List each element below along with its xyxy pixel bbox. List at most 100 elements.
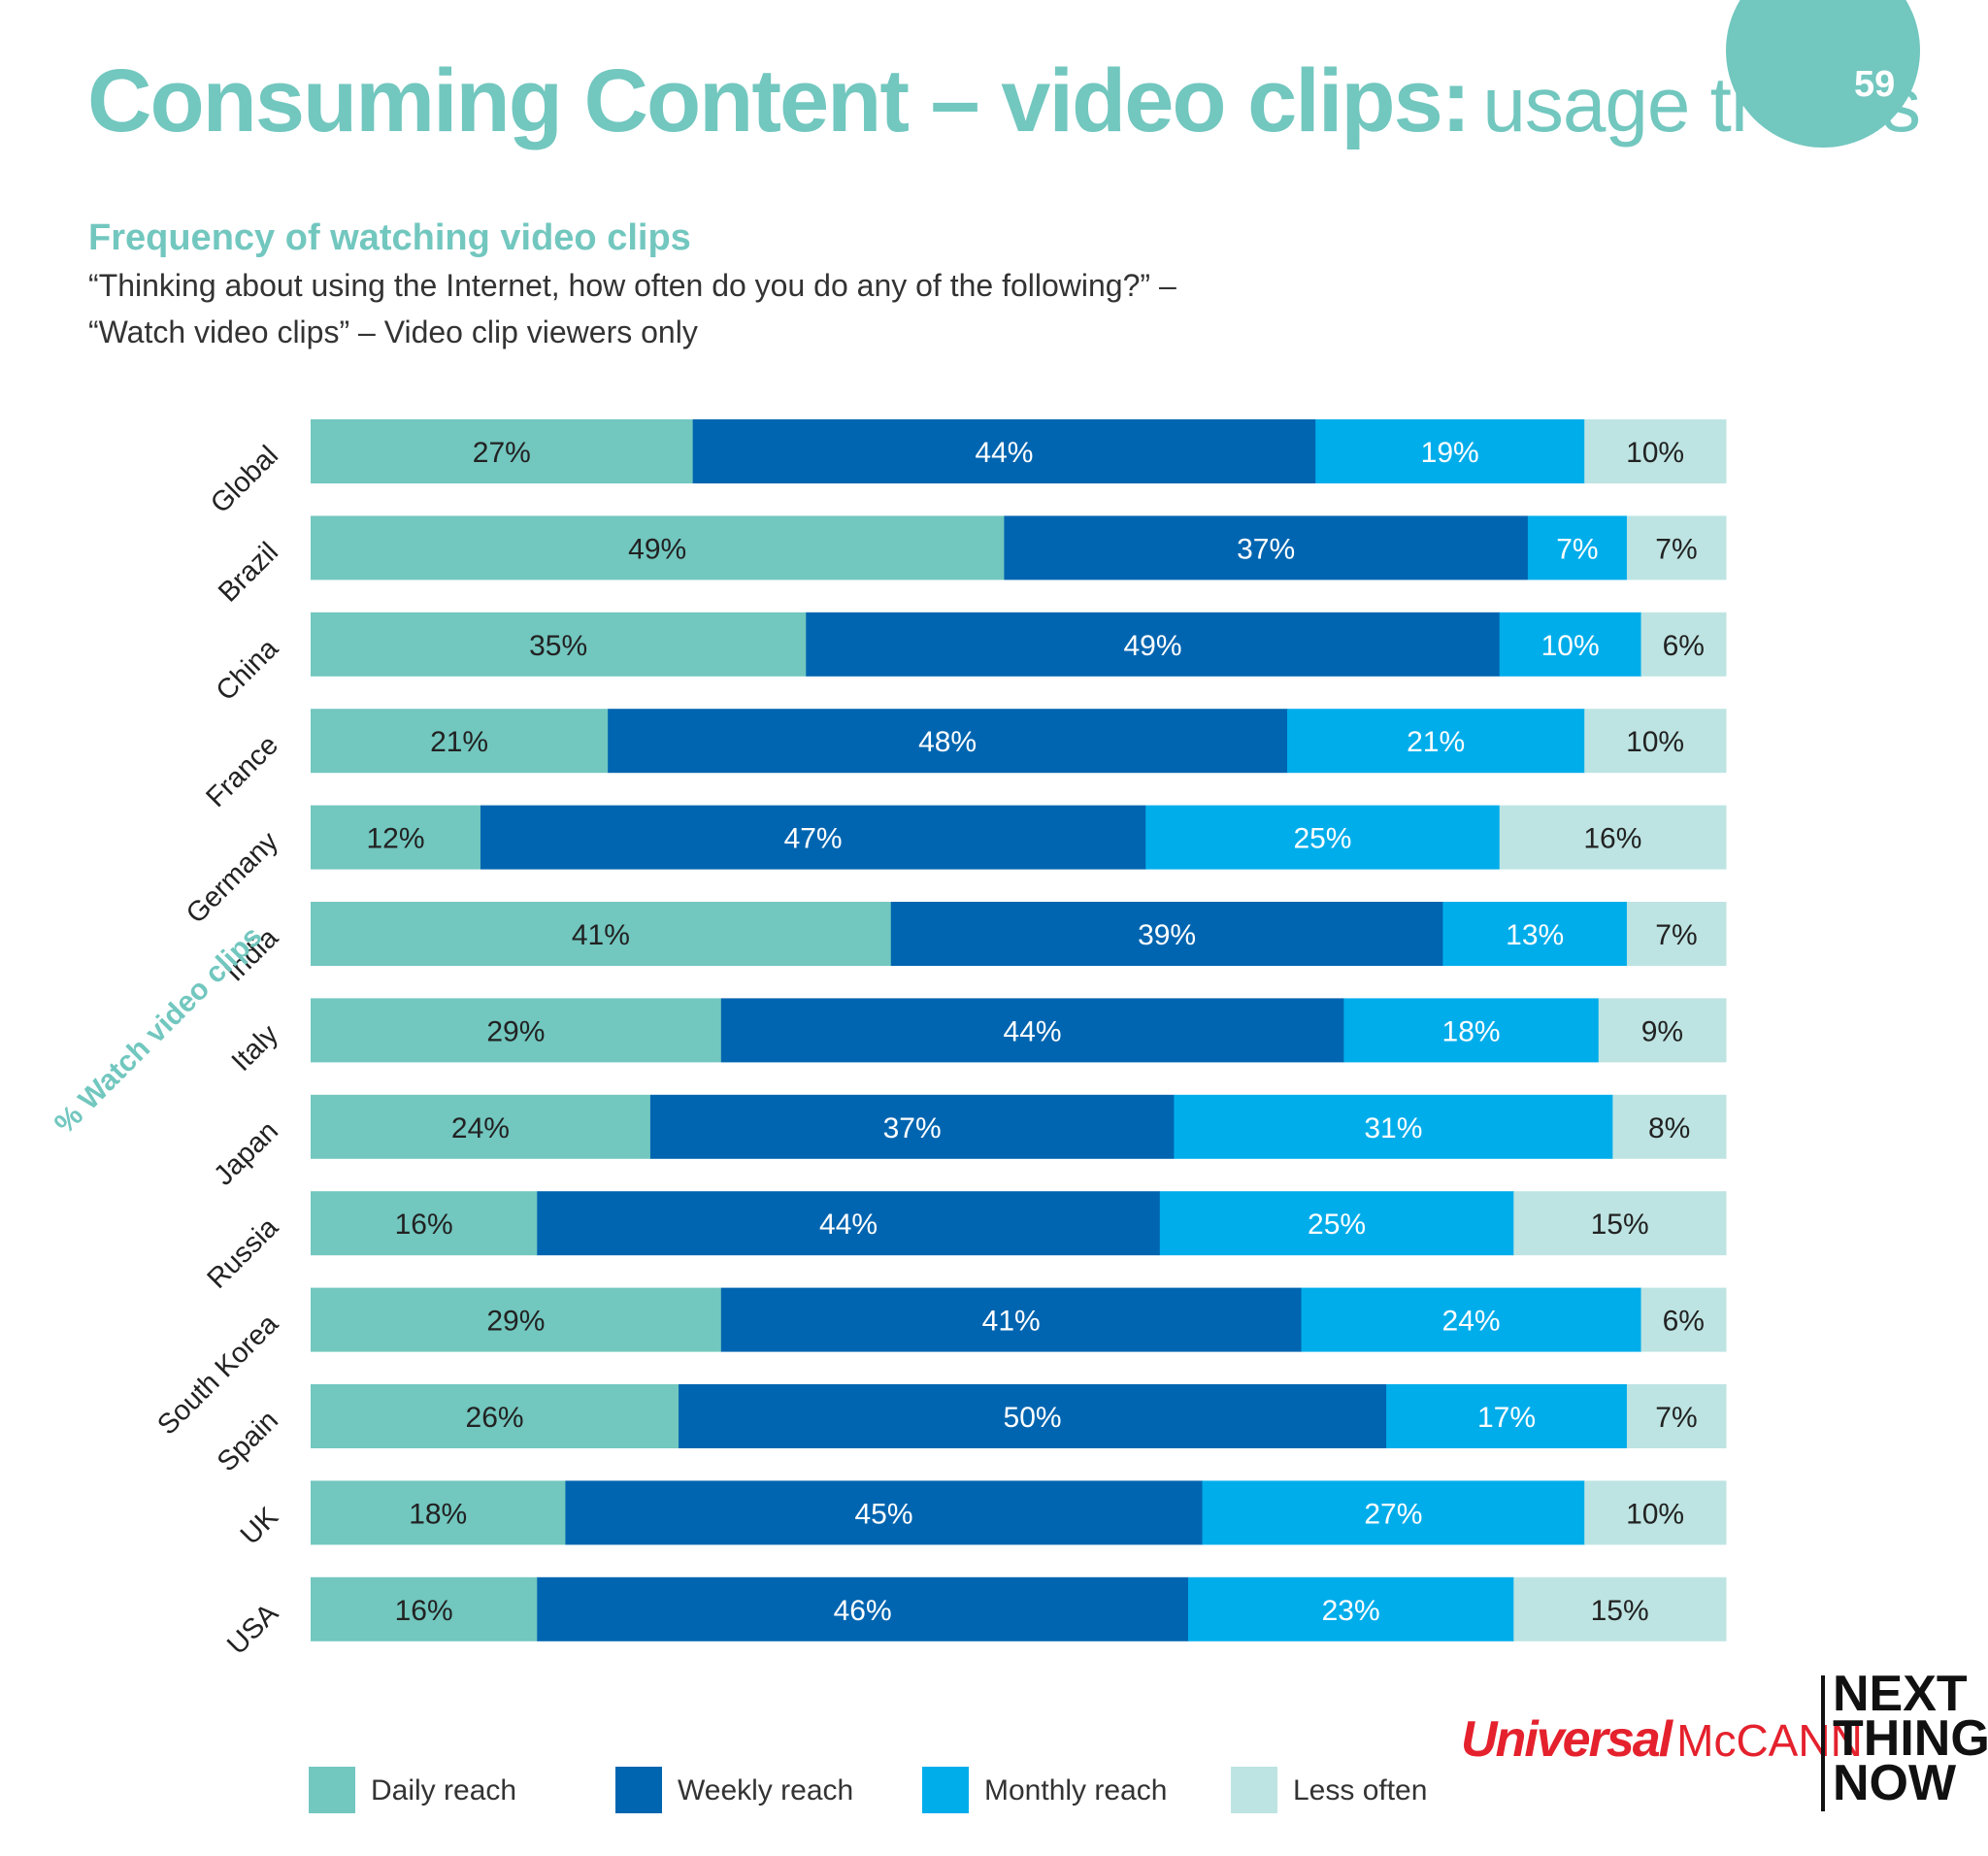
title-main: Consuming Content – video clips: <box>87 51 1471 150</box>
bar-value-label: 49% <box>628 533 686 565</box>
bar-value-label: 15% <box>1591 1595 1649 1627</box>
bar-value-label: 31% <box>1364 1112 1422 1144</box>
bar-row: 21% 48% 21% 10% <box>311 709 1727 774</box>
bar-value-label: 13% <box>1506 919 1564 951</box>
bar-segment <box>311 805 481 870</box>
bar-segment <box>311 1576 538 1641</box>
bar-segment <box>480 805 1146 870</box>
legend-swatch <box>309 1767 355 1813</box>
bar-segment <box>311 515 1005 580</box>
bar-segment <box>311 612 807 677</box>
bar-segment <box>1626 1384 1727 1448</box>
bar-segment <box>1513 1191 1727 1256</box>
bar-value-label: 12% <box>366 823 424 855</box>
bar-value-label: 44% <box>1004 1015 1062 1047</box>
bar-segment <box>1626 902 1727 966</box>
bar-segment <box>1640 612 1727 677</box>
bar-row: 26% 50% 17% 7% <box>311 1384 1727 1448</box>
bar-value-label: 21% <box>430 726 488 758</box>
bar-value-label: 48% <box>918 726 977 758</box>
bar-row: 16% 44% 25% 15% <box>311 1191 1727 1256</box>
bar-segment <box>1499 805 1727 870</box>
bar-segment <box>1640 1287 1727 1352</box>
bar-row: 27% 44% 19% 10% <box>311 419 1727 483</box>
bar-segment <box>1386 1384 1628 1448</box>
bar-segment <box>1315 419 1585 483</box>
bar-segment <box>720 998 1344 1063</box>
bar-value-label: 35% <box>529 630 587 662</box>
bar-row: 41% 39% 13% 7% <box>311 902 1727 966</box>
logo-now-text: NOW <box>1833 1755 1957 1811</box>
legend-label: Less often <box>1293 1774 1428 1806</box>
bar-segment <box>1174 1094 1613 1159</box>
y-axis-label: % Watch video clips <box>49 920 268 1140</box>
bar-value-label: 16% <box>395 1595 453 1627</box>
bar-value-label: 18% <box>1442 1015 1501 1047</box>
category-label: Spain <box>212 1405 284 1477</box>
bar-segment <box>311 709 609 774</box>
legend-label: Daily reach <box>371 1774 517 1806</box>
bar-value-label: 37% <box>1237 533 1295 565</box>
bar-segment <box>1442 902 1628 966</box>
bar-segment <box>1513 1576 1727 1641</box>
bar-segment <box>1004 515 1529 580</box>
bar-row: 18% 45% 27% 10% <box>311 1480 1727 1545</box>
bar-row: 24% 37% 31% 8% <box>311 1094 1727 1159</box>
bar-value-label: 23% <box>1322 1595 1380 1627</box>
bar-segment <box>608 709 1288 774</box>
bar-value-label: 17% <box>1477 1402 1536 1434</box>
bar-value-label: 49% <box>1123 630 1181 662</box>
bar-segment <box>311 1094 651 1159</box>
category-label: UK <box>235 1501 285 1551</box>
bar-value-label: 25% <box>1293 823 1351 855</box>
category-label: France <box>200 730 283 813</box>
bar-segment <box>311 998 722 1063</box>
logo-mccann-text: McCANN <box>1676 1715 1863 1766</box>
bar-value-label: 25% <box>1308 1209 1366 1241</box>
bar-segment <box>311 1480 566 1545</box>
universal-mccann-logo: Universal McCANN <box>1461 1710 1863 1769</box>
bar-row: 12% 47% 25% 16% <box>311 805 1727 870</box>
legend-swatch <box>615 1767 662 1813</box>
logo-next-text: NEXT <box>1833 1666 1968 1722</box>
category-label: Japan <box>208 1115 283 1191</box>
category-label: Italy <box>226 1018 285 1077</box>
bar-segment <box>1145 805 1501 870</box>
category-label: China <box>211 633 285 708</box>
bar-value-label: 10% <box>1541 630 1600 662</box>
bar-value-label: 29% <box>486 1306 545 1338</box>
bar-value-label: 46% <box>834 1595 892 1627</box>
legend-label: Monthly reach <box>984 1774 1168 1806</box>
bars-layer: 27% 44% 19% 10%49% 37% 7% 7%35% 49% 10% 6%21% 48% 2… <box>311 419 1727 1641</box>
bar-value-label: 27% <box>1364 1498 1422 1530</box>
category-label: USA <box>221 1598 284 1661</box>
bar-row: 29% 44% 18% 9% <box>311 998 1727 1063</box>
bar-segment <box>1287 709 1585 774</box>
logo-divider <box>1821 1675 1825 1811</box>
bar-value-label: 24% <box>451 1112 510 1144</box>
bar-segment <box>679 1384 1387 1448</box>
bar-segment <box>1584 709 1727 774</box>
bar-segment <box>537 1191 1161 1256</box>
bar-value-label: 10% <box>1626 1498 1684 1530</box>
bar-segment <box>1584 419 1727 483</box>
bar-value-label: 27% <box>473 437 531 469</box>
legend-swatch <box>922 1767 969 1813</box>
bar-segment <box>692 419 1316 483</box>
bar-value-label: 15% <box>1591 1209 1649 1241</box>
bar-segment <box>311 419 694 483</box>
bar-segment <box>1159 1191 1514 1256</box>
bar-value-label: 10% <box>1626 726 1684 758</box>
bar-segment <box>1584 1480 1727 1545</box>
bar-row: 16% 46% 23% 15% <box>311 1576 1727 1641</box>
category-label: Global <box>205 440 284 519</box>
bar-value-label: 7% <box>1556 533 1598 565</box>
bar-value-label: 10% <box>1626 437 1684 469</box>
bar-segment <box>537 1576 1189 1641</box>
bar-segment <box>565 1480 1204 1545</box>
bar-segment <box>1527 515 1628 580</box>
bar-segment <box>1626 515 1727 580</box>
bar-value-label: 39% <box>1138 919 1196 951</box>
logo-universal-text: Universal <box>1461 1711 1673 1768</box>
bar-value-label: 21% <box>1407 726 1465 758</box>
